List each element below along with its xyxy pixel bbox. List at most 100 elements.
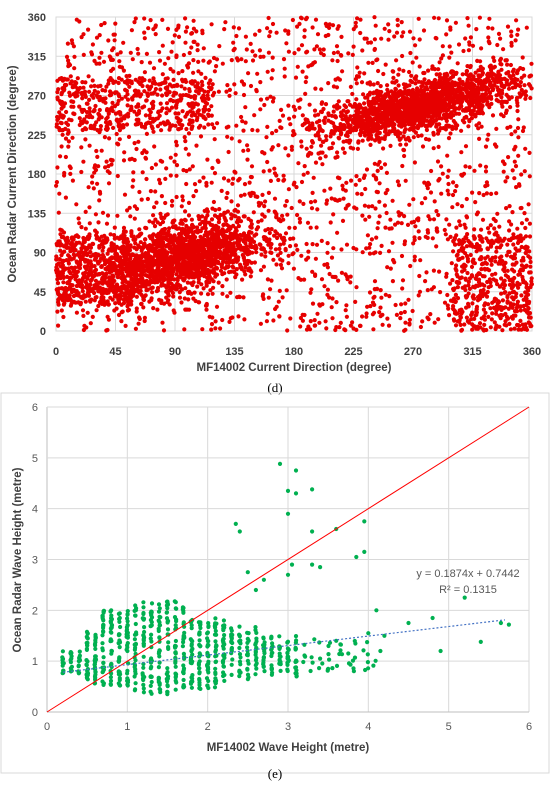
data-point-d	[212, 137, 217, 142]
data-point-d	[466, 23, 471, 28]
data-point-d	[398, 311, 404, 316]
data-point-d	[168, 173, 173, 178]
data-point-d	[402, 309, 407, 315]
data-point-d	[460, 264, 465, 269]
data-point-d	[199, 291, 204, 296]
data-point-d	[290, 17, 295, 23]
data-point-d	[446, 306, 451, 311]
data-point-d	[297, 21, 302, 26]
data-point-d	[112, 278, 117, 284]
data-point-d	[160, 272, 165, 277]
data-point-d	[236, 240, 241, 245]
data-point-d	[88, 249, 93, 255]
data-point-d	[324, 198, 330, 203]
data-point-d	[183, 139, 188, 144]
data-point-d	[142, 16, 147, 21]
data-point-d	[515, 125, 521, 131]
data-point-d	[325, 287, 330, 292]
data-point-d	[197, 215, 202, 220]
data-point-d	[515, 226, 520, 231]
data-point-d	[243, 105, 248, 110]
data-point-d	[407, 317, 412, 322]
data-point-d	[453, 189, 458, 194]
data-point-d	[265, 311, 270, 316]
data-point-d	[114, 252, 119, 257]
data-point-d	[326, 32, 331, 38]
data-point-d	[302, 277, 307, 282]
data-point-d	[379, 36, 384, 41]
data-point-d	[485, 226, 491, 231]
data-point-d	[512, 159, 517, 164]
data-point-d	[73, 292, 78, 298]
data-point-d	[262, 151, 267, 156]
data-point-d	[497, 259, 503, 264]
data-point-d	[505, 24, 511, 29]
data-point-d	[183, 307, 188, 312]
data-point-d	[261, 264, 266, 269]
data-point-d	[398, 316, 403, 321]
data-point-d	[364, 36, 369, 41]
data-point-d	[386, 249, 392, 254]
data-point-d	[479, 267, 484, 272]
data-point-d	[499, 254, 504, 259]
data-point-d	[190, 102, 195, 107]
data-point-d	[484, 294, 490, 299]
data-point-d	[173, 224, 178, 229]
data-point-d	[310, 25, 315, 30]
data-point-d	[83, 226, 88, 231]
data-point-d	[513, 129, 518, 134]
data-point-d	[478, 234, 483, 239]
data-point-d	[496, 31, 502, 36]
data-point-d	[233, 252, 238, 257]
data-point-d	[456, 42, 462, 47]
data-point-d	[149, 296, 154, 301]
data-point-d	[227, 248, 232, 253]
data-point-d	[116, 312, 122, 318]
data-point-d	[62, 173, 67, 178]
data-point-d	[378, 250, 383, 255]
data-point-d	[223, 218, 228, 223]
data-point-d	[190, 79, 195, 84]
data-point-d	[486, 25, 491, 30]
data-point-d	[240, 233, 246, 238]
data-point-d	[436, 212, 441, 218]
data-point-d	[383, 292, 388, 297]
data-point-d	[171, 294, 176, 299]
data-point-d	[462, 322, 467, 327]
data-point-d	[82, 271, 87, 276]
data-point-d	[314, 225, 319, 230]
data-point-d	[375, 168, 380, 173]
data-point-d	[463, 251, 468, 256]
data-point-d	[151, 76, 156, 81]
data-point-d	[451, 317, 456, 322]
data-point-d	[311, 61, 316, 66]
data-point-d	[151, 213, 156, 218]
data-point-d	[509, 315, 514, 320]
data-point-d	[499, 276, 504, 281]
data-point-d	[277, 118, 282, 123]
data-point-d	[508, 124, 513, 129]
data-point-d	[365, 304, 370, 309]
data-point-d	[87, 97, 92, 102]
data-point-d	[283, 246, 288, 252]
data-point-d	[150, 126, 155, 131]
data-point-d	[480, 239, 485, 244]
data-point-d	[292, 114, 297, 119]
data-point-d	[284, 41, 289, 46]
data-point-d	[89, 93, 94, 98]
data-point-d	[403, 301, 408, 306]
data-point-d	[216, 159, 221, 164]
data-point-d	[512, 176, 517, 181]
data-point-d	[442, 300, 448, 305]
data-point-d	[483, 169, 489, 174]
data-point-d	[448, 234, 453, 239]
data-point-d	[500, 159, 506, 164]
data-point-d	[59, 235, 64, 240]
data-point-d	[407, 321, 412, 326]
data-point-d	[330, 274, 335, 279]
data-point-d	[103, 266, 108, 271]
data-point-d	[357, 178, 362, 183]
data-point-d	[229, 231, 234, 236]
data-point-d	[117, 59, 122, 64]
data-point-d	[129, 231, 134, 236]
